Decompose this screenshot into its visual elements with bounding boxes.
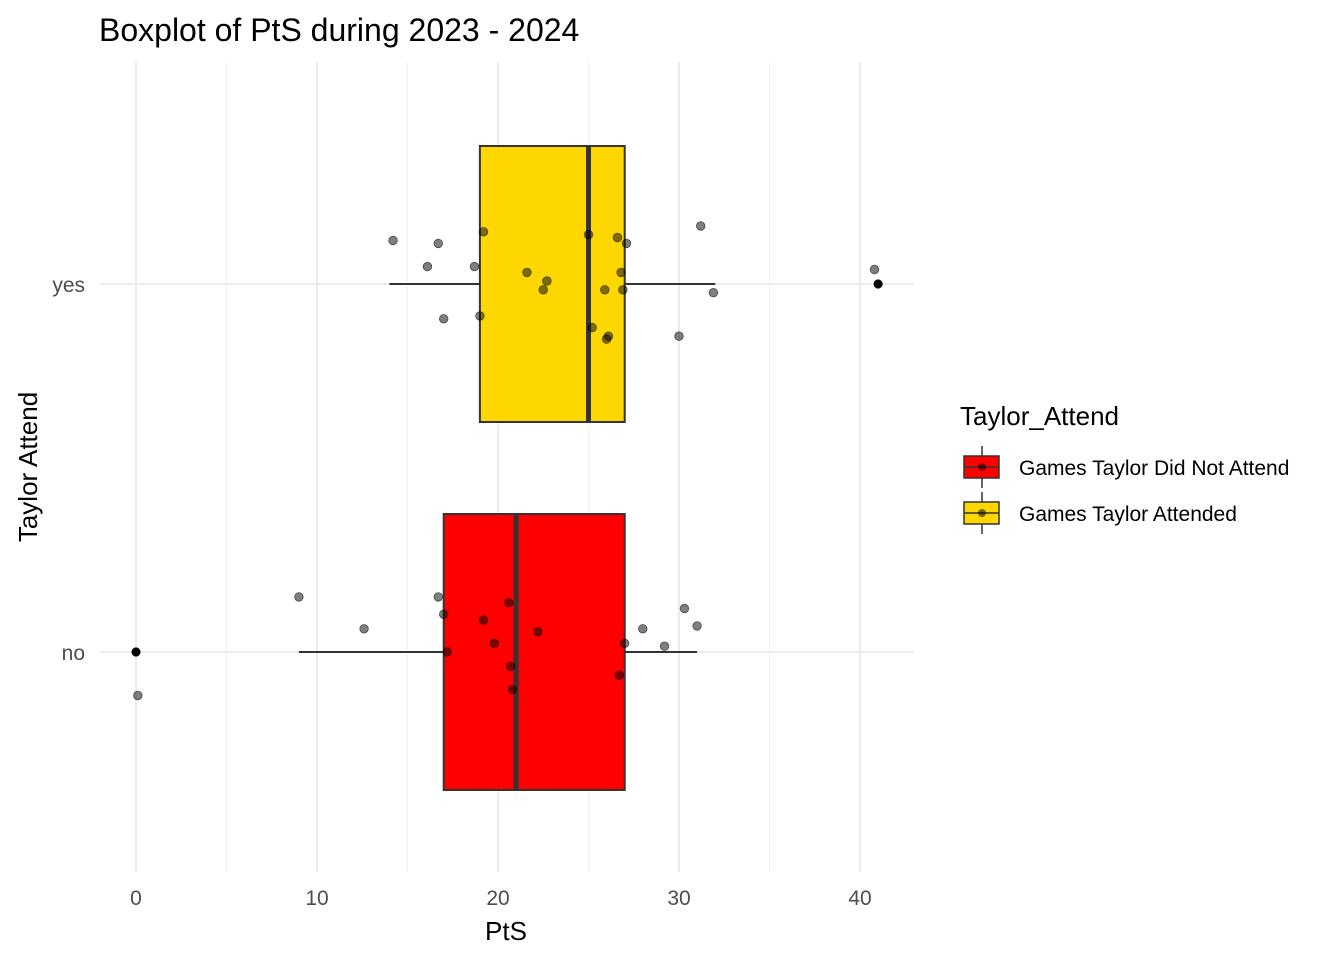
data-point: [533, 627, 543, 637]
data-point: [674, 331, 684, 341]
data-point: [603, 331, 614, 341]
data-point: [504, 598, 514, 608]
data-point: [131, 647, 141, 657]
data-point: [489, 638, 500, 649]
x-tick-label: 30: [667, 887, 690, 910]
x-tick-label: 10: [305, 887, 328, 910]
chart-title: Boxplot of PtS during 2023 - 2024: [99, 12, 579, 48]
jitter-points: [131, 221, 883, 701]
data-point: [659, 641, 670, 651]
data-point: [433, 238, 443, 249]
data-point: [708, 288, 719, 298]
legend: Taylor_Attend Games Taylor Did Not Atten…: [960, 401, 1289, 534]
data-point: [505, 661, 516, 672]
legend-label: Games Taylor Did Not Attend: [1019, 457, 1289, 480]
whiskers: [298, 283, 716, 653]
data-point: [478, 615, 489, 625]
boxes: [442, 145, 626, 791]
legend-key-point: [978, 463, 986, 471]
x-tick-label: 0: [130, 887, 142, 910]
data-point: [616, 267, 626, 278]
data-point: [439, 314, 449, 324]
data-point: [469, 261, 480, 272]
data-point: [679, 603, 690, 614]
data-point: [133, 690, 143, 701]
x-tick-label: 40: [848, 887, 871, 910]
data-point: [439, 609, 449, 620]
data-point: [873, 279, 883, 289]
data-point: [614, 670, 624, 680]
data-point: [620, 638, 630, 649]
data-point: [600, 285, 610, 295]
box-no: [442, 513, 626, 791]
data-point: [538, 285, 548, 295]
data-point: [433, 592, 443, 602]
data-point: [478, 227, 489, 237]
data-point: [388, 235, 398, 246]
data-point: [618, 285, 628, 295]
y-tick-label: no: [62, 642, 85, 665]
data-point: [621, 238, 632, 249]
axis-ticks: 0 10 20 30 40 no yes: [52, 274, 871, 910]
legend-item: Games Taylor Did Not Attend: [963, 446, 1289, 488]
y-tick-label: yes: [52, 274, 85, 297]
data-point: [692, 621, 702, 631]
data-point: [869, 264, 880, 275]
legend-item: Games Taylor Attended: [963, 492, 1237, 534]
box-yes: [478, 145, 626, 423]
data-point: [542, 276, 552, 286]
data-point: [587, 322, 597, 333]
data-point: [612, 232, 623, 243]
data-point: [294, 592, 304, 602]
x-axis-title: PtS: [485, 916, 527, 946]
data-point: [522, 267, 532, 278]
legend-label: Games Taylor Attended: [1019, 503, 1237, 526]
data-point: [638, 624, 648, 634]
data-point: [442, 647, 453, 657]
legend-title: Taylor_Attend: [960, 401, 1119, 431]
data-point: [507, 685, 518, 695]
data-point: [583, 229, 594, 240]
legend-key-point: [978, 509, 986, 517]
data-point: [696, 221, 706, 231]
y-axis-title: Taylor Attend: [13, 392, 43, 542]
x-tick-label: 20: [486, 887, 509, 910]
data-point: [475, 311, 485, 321]
data-point: [359, 624, 369, 634]
data-point: [422, 261, 433, 272]
